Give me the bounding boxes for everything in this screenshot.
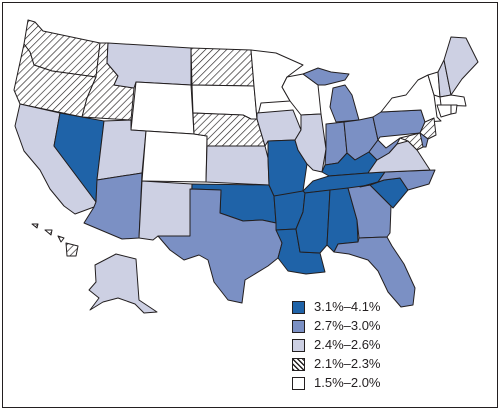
legend-label: 2.4%–2.6%	[314, 337, 381, 352]
legend-swatch	[292, 301, 305, 314]
state-wyoming	[130, 81, 195, 135]
state-alaska	[88, 253, 158, 314]
state-hawaii	[31, 223, 79, 257]
state-massachusetts	[439, 94, 467, 107]
state-michigan	[329, 84, 360, 123]
state-north-carolina	[359, 169, 436, 191]
state-north-dakota	[190, 47, 255, 87]
state-florida	[333, 236, 416, 308]
state-connecticut	[436, 104, 452, 118]
legend-swatch	[292, 339, 305, 352]
legend-swatch	[292, 320, 305, 333]
state-maine	[443, 36, 479, 96]
state-colorado	[141, 130, 208, 183]
legend-swatch	[292, 377, 305, 390]
state-montana	[106, 42, 192, 89]
state-new-mexico	[138, 180, 193, 241]
state-rhode-island	[450, 104, 458, 115]
state-west-virginia	[368, 137, 401, 161]
legend-swatch	[292, 358, 305, 371]
state-texas	[157, 188, 283, 304]
state-kansas	[205, 145, 270, 186]
state-michigan-upper	[302, 67, 350, 86]
legend-label: 2.1%–2.3%	[314, 356, 381, 371]
state-illinois	[294, 113, 327, 173]
legend-label: 1.5%–2.0%	[314, 375, 381, 390]
legend-label: 2.7%–3.0%	[314, 318, 381, 333]
state-new-jersey	[419, 117, 437, 140]
state-delaware	[419, 132, 429, 148]
legend-label: 3.1%–4.1%	[314, 299, 381, 314]
